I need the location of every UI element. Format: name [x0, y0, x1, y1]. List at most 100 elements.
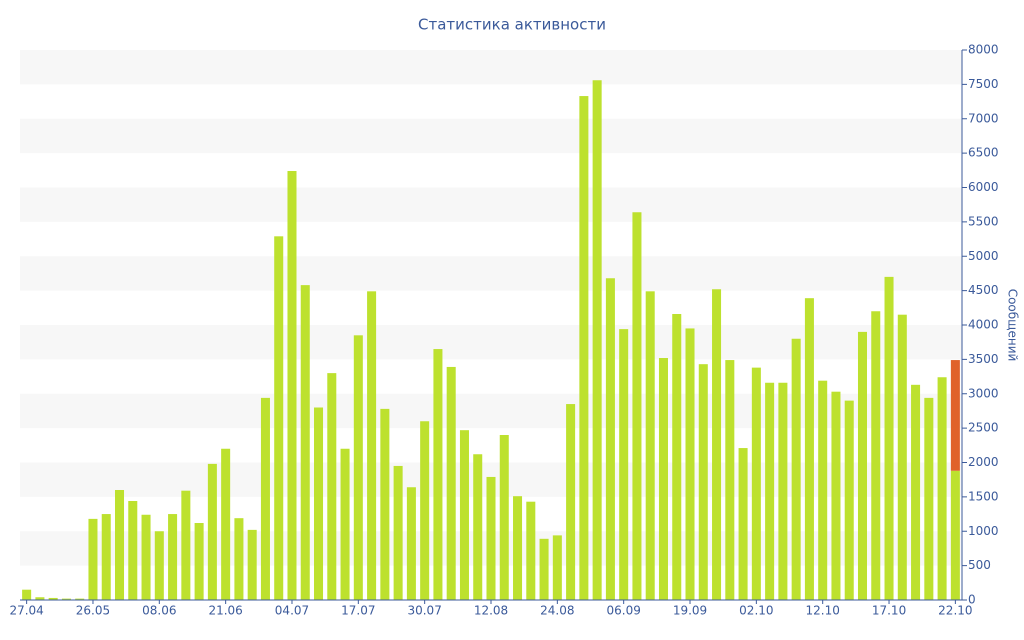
- bar: [937, 377, 947, 600]
- bar: [274, 236, 284, 600]
- bar: [459, 430, 469, 600]
- y-tick-label: 2000: [968, 455, 999, 469]
- x-tick-label: 17.10: [872, 604, 906, 618]
- bar: [88, 518, 98, 600]
- x-tick-label: 08.06: [142, 604, 176, 618]
- y-axis-label: Сообщений: [1006, 289, 1020, 362]
- bar: [367, 291, 377, 600]
- y-tick-label: 7500: [968, 77, 999, 91]
- bar: [698, 364, 708, 600]
- x-tick-label: 02.10: [739, 604, 773, 618]
- y-tick-label: 0: [968, 593, 976, 607]
- bar: [804, 298, 814, 600]
- bar: [632, 212, 642, 600]
- x-tick-label: 30.07: [407, 604, 441, 618]
- bar: [446, 366, 456, 600]
- bar: [101, 514, 111, 600]
- bar: [911, 384, 921, 600]
- bar: [207, 463, 217, 600]
- bar: [154, 531, 164, 600]
- x-tick-label: 04.07: [275, 604, 309, 618]
- bar: [566, 404, 576, 600]
- bar: [579, 96, 589, 600]
- x-tick-label: 21.06: [208, 604, 242, 618]
- grid-band: [20, 256, 962, 291]
- y-tick-label: 500: [968, 558, 991, 572]
- bar: [340, 448, 350, 600]
- bar: [897, 314, 907, 600]
- bar: [260, 397, 270, 600]
- bar: [884, 276, 894, 600]
- bar: [712, 289, 722, 600]
- bar: [552, 535, 562, 600]
- bar: [393, 465, 403, 600]
- x-tick-label: 17.07: [341, 604, 375, 618]
- bar: [738, 448, 748, 600]
- bar: [924, 397, 934, 600]
- bar: [950, 470, 960, 600]
- y-tick-label: 3500: [968, 352, 999, 366]
- bar: [499, 435, 509, 600]
- x-tick-label: 12.08: [474, 604, 508, 618]
- y-tick-label: 5500: [968, 214, 999, 228]
- bar: [765, 382, 775, 600]
- x-tick-label: 24.08: [540, 604, 574, 618]
- bar: [406, 487, 416, 600]
- y-tick-label: 6000: [968, 180, 999, 194]
- bar: [380, 408, 390, 600]
- bar: [645, 291, 655, 600]
- y-tick-label: 1000: [968, 524, 999, 538]
- bar: [658, 358, 668, 600]
- x-tick-label: 27.04: [9, 604, 43, 618]
- bar: [35, 597, 45, 600]
- y-tick-label: 3000: [968, 386, 999, 400]
- bar: [526, 501, 536, 600]
- bar: [672, 314, 682, 600]
- grid-band: [20, 187, 962, 222]
- bar: [592, 80, 602, 600]
- y-tick-label: 7000: [968, 111, 999, 125]
- bar: [513, 496, 523, 600]
- bar: [353, 335, 363, 600]
- y-tick-label: 6500: [968, 146, 999, 160]
- bar: [181, 490, 191, 600]
- bar: [327, 373, 337, 600]
- bar: [128, 501, 138, 600]
- chart-title: Статистика активности: [418, 16, 606, 34]
- bar: [287, 171, 297, 600]
- bar: [844, 400, 854, 600]
- bar: [486, 476, 496, 600]
- bar: [950, 360, 960, 471]
- y-tick-label: 4000: [968, 318, 999, 332]
- bar: [539, 538, 549, 600]
- y-tick-label: 4500: [968, 283, 999, 297]
- y-tick-label: 8000: [968, 43, 999, 57]
- bar: [141, 514, 151, 600]
- bar: [194, 523, 204, 600]
- x-tick-label: 19.09: [673, 604, 707, 618]
- bar: [234, 518, 244, 600]
- bar: [114, 490, 125, 600]
- bar: [168, 514, 178, 600]
- bar: [473, 454, 483, 600]
- bar: [420, 421, 430, 600]
- bar: [48, 597, 58, 600]
- x-tick-label: 22.10: [938, 604, 972, 618]
- bar: [221, 448, 231, 600]
- x-tick-label: 06.09: [606, 604, 640, 618]
- bar: [831, 391, 841, 600]
- x-tick-label: 26.05: [76, 604, 110, 618]
- bar: [685, 328, 695, 600]
- bar: [61, 598, 71, 600]
- bar: [791, 338, 801, 600]
- bar: [778, 382, 788, 600]
- bar: [857, 331, 868, 600]
- bar: [871, 311, 881, 600]
- bar: [619, 329, 629, 600]
- bar: [300, 285, 310, 600]
- bar: [433, 349, 443, 600]
- y-tick-label: 1500: [968, 489, 999, 503]
- bar: [247, 529, 257, 600]
- bar: [818, 380, 828, 600]
